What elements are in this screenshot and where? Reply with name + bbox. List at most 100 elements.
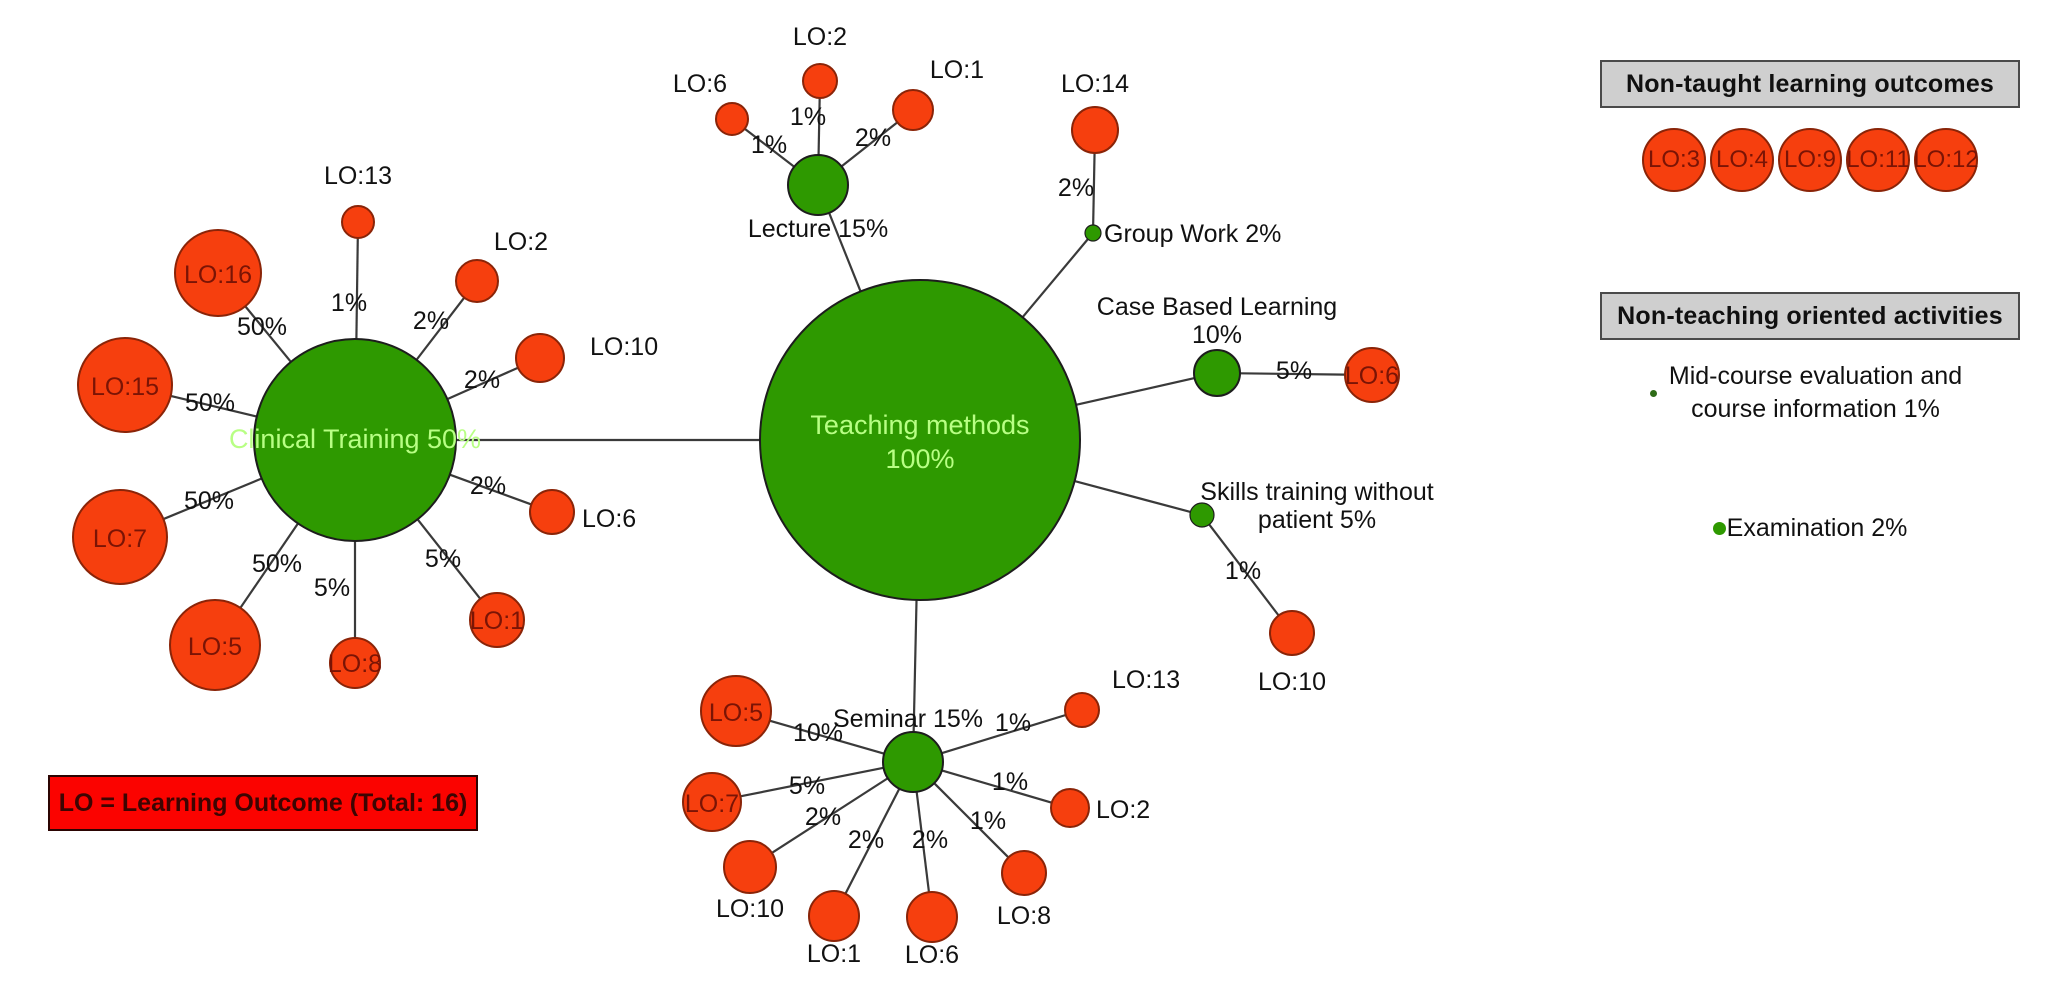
edge-percent-label-22: 1% <box>992 768 1028 796</box>
edge-percent-label-16: 10% <box>793 719 843 747</box>
edge-lecture-to-outcome-0 <box>744 127 795 168</box>
outcome-node-lo-8[interactable] <box>1001 850 1047 896</box>
outcome-node-lo-8[interactable] <box>329 637 381 689</box>
edge-center-to-skills <box>1074 480 1191 513</box>
edge-clinical-to-outcome-3 <box>244 305 292 363</box>
outcome-label-0: LO:6 <box>673 70 727 98</box>
non-taught-outcome-lo-9[interactable]: LO:9 <box>1778 128 1842 192</box>
non-taught-outcome-lo-3[interactable]: LO:3 <box>1642 128 1706 192</box>
outcome-node-lo-10[interactable] <box>1269 610 1315 656</box>
outcome-label-2: LO:1 <box>930 56 984 84</box>
learning-outcome-legend-label: LO = Learning Outcome (Total: 16) <box>58 788 468 817</box>
center-node-value: 100% <box>885 444 954 474</box>
outcome-node-lo-6[interactable] <box>906 891 958 943</box>
activity-mid-course-evaluation-label: Mid-course evaluation and course informa… <box>1668 362 1963 423</box>
non-taught-outcome-label: LO:12 <box>1913 146 1979 173</box>
method-node-lecture[interactable] <box>787 154 849 216</box>
green-dot-icon <box>1712 522 1726 535</box>
method-node-skills[interactable] <box>1189 502 1215 528</box>
method-label-casebased: Case Based Learning <box>1097 293 1337 321</box>
outcome-label-21: LO:8 <box>997 902 1051 930</box>
outcome-label-8: LO:7 <box>93 525 147 553</box>
edge-percent-label-11: 5% <box>425 545 461 573</box>
edge-percent-label-10: 5% <box>314 574 350 602</box>
non-taught-outcome-label: LO:3 <box>1647 146 1701 173</box>
non-taught-outcomes-row: LO:3 LO:4 LO:9 LO:11 LO:12 <box>1600 125 2020 195</box>
edge-percent-label-2: 2% <box>855 124 891 152</box>
non-taught-outcome-label: LO:4 <box>1715 146 1769 173</box>
center-node-teaching-methods[interactable] <box>759 279 1081 601</box>
outcome-node-lo-16[interactable] <box>174 229 262 317</box>
edge-casebased-to-outcome-14 <box>1239 372 1346 376</box>
edge-percent-label-17: 5% <box>789 772 825 800</box>
outcome-node-lo-5[interactable] <box>169 599 261 691</box>
edge-percent-label-4: 1% <box>331 289 367 317</box>
outcome-label-11: LO:1 <box>470 607 524 635</box>
edge-clinical-to-outcome-11 <box>416 518 482 600</box>
non-taught-panel-title: Non-taught learning outcomes <box>1625 69 1995 98</box>
edge-seminar-to-outcome-18 <box>771 777 889 854</box>
outcome-label-4: LO:13 <box>324 162 392 190</box>
edges-layer <box>163 97 1346 895</box>
outcome-node-lo-2[interactable] <box>1050 788 1090 828</box>
edge-percent-label-15: 1% <box>1225 557 1261 585</box>
outcome-node-lo-2[interactable] <box>455 259 499 303</box>
outcome-node-lo-10[interactable] <box>515 333 565 383</box>
outcome-node-lo-1[interactable] <box>469 592 525 648</box>
outcome-node-lo-6[interactable] <box>715 102 749 136</box>
outcome-node-lo-13[interactable] <box>341 205 375 239</box>
edge-seminar-to-outcome-19 <box>844 788 901 895</box>
edge-percent-label-6: 2% <box>464 366 500 394</box>
outcome-label-7: LO:15 <box>91 373 159 401</box>
edge-percent-label-8: 50% <box>184 487 234 515</box>
edge-percent-label-5: 2% <box>413 307 449 335</box>
outcome-node-lo-10[interactable] <box>723 840 777 894</box>
edge-percent-label-1: 1% <box>790 103 826 131</box>
non-taught-panel-header: Non-taught learning outcomes <box>1600 60 2020 108</box>
non-taught-outcome-lo-12[interactable]: LO:12 <box>1913 128 1979 192</box>
method-node-seminar[interactable] <box>882 731 944 793</box>
outcome-node-lo-15[interactable] <box>77 337 173 433</box>
method-label-skills: Skills training without <box>1200 478 1433 506</box>
learning-outcome-legend: LO = Learning Outcome (Total: 16) <box>48 775 478 831</box>
method-label-lecture: Lecture 15% <box>748 215 888 243</box>
method-node-casebased[interactable] <box>1193 349 1241 397</box>
edge-seminar-to-outcome-22 <box>941 769 1053 804</box>
outcome-node-lo-14[interactable] <box>1071 106 1119 154</box>
method-node-groupwork[interactable] <box>1084 224 1102 242</box>
non-teaching-panel-header: Non-teaching oriented activities <box>1600 292 2020 340</box>
outcome-label-17: LO:7 <box>685 790 739 818</box>
outcome-label-19: LO:1 <box>807 940 861 968</box>
non-taught-outcome-lo-11[interactable]: LO:11 <box>1846 128 1910 192</box>
edge-lecture-to-outcome-1 <box>817 97 821 156</box>
outcome-node-lo-2[interactable] <box>802 63 838 99</box>
outcome-node-lo-1[interactable] <box>808 890 860 942</box>
edge-percent-label-0: 1% <box>751 131 787 159</box>
non-teaching-panel-title: Non-teaching oriented activities <box>1617 301 2003 330</box>
method-label-groupwork: Group Work 2% <box>1104 220 1281 248</box>
edge-percent-label-13: 2% <box>1058 174 1094 202</box>
outcome-node-lo-13[interactable] <box>1064 692 1100 728</box>
outcome-node-lo-7[interactable] <box>682 772 742 832</box>
outcome-label-9: LO:5 <box>188 633 242 661</box>
method-node-clinical[interactable] <box>253 338 457 542</box>
labels-layer: LO:6 1% LO:2 1% LO:1 2% LO:16 50% LO:13 1% LO:2 2% L… <box>91 23 1434 969</box>
edge-groupwork-to-outcome-13 <box>1092 152 1096 226</box>
edge-percent-label-19: 2% <box>848 826 884 854</box>
non-taught-outcome-lo-4[interactable]: LO:4 <box>1710 128 1774 192</box>
green-dot-icon <box>1649 389 1657 397</box>
outcome-node-lo-1[interactable] <box>892 89 934 131</box>
outcome-node-lo-6[interactable] <box>529 489 575 535</box>
method-label2-casebased: 10% <box>1192 321 1242 349</box>
edge-clinical-to-outcome-5 <box>415 296 466 361</box>
edge-percent-label-3: 50% <box>237 313 287 341</box>
non-taught-outcome-label: LO:9 <box>1783 146 1837 173</box>
outcome-label-20: LO:6 <box>905 941 959 969</box>
outcome-node-lo-7[interactable] <box>72 489 168 585</box>
edge-percent-label-21: 1% <box>970 807 1006 835</box>
outcome-node-lo-6[interactable] <box>1344 347 1400 403</box>
outcome-node-lo-5[interactable] <box>700 675 772 747</box>
outcome-label-16: LO:5 <box>709 699 763 727</box>
method-label-clinical: Clinical Training 50% <box>229 424 481 454</box>
